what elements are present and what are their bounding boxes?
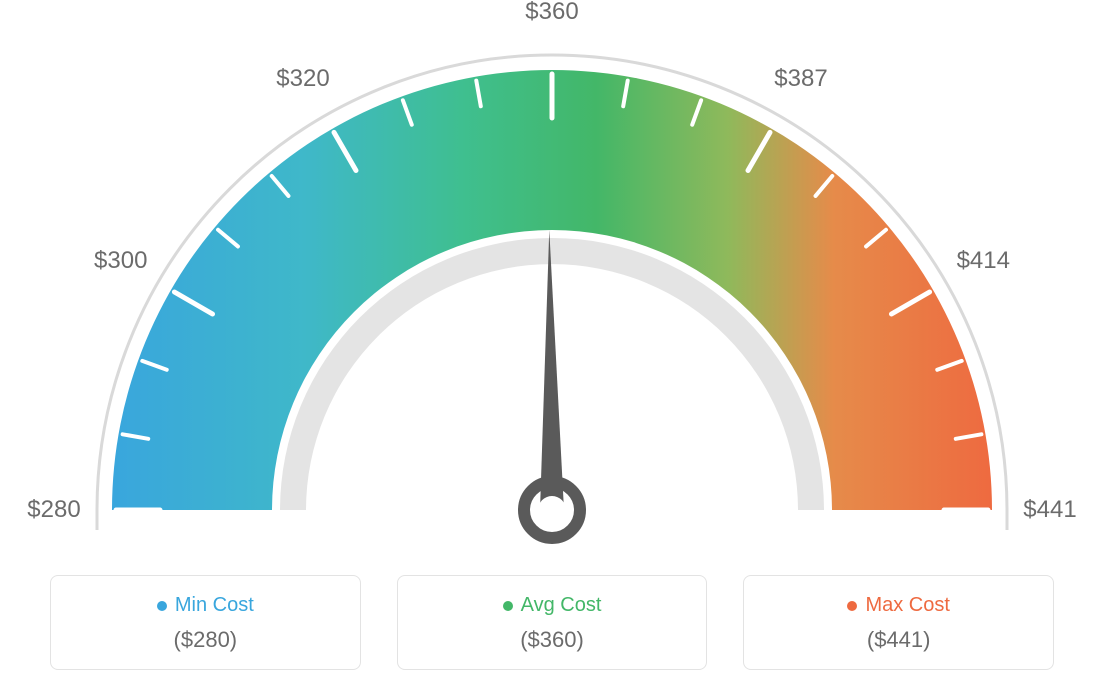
gauge-tick-label: $320 — [276, 65, 329, 93]
legend-row: Min Cost ($280) Avg Cost ($360) Max Cost… — [0, 575, 1104, 670]
gauge-tick-label: $280 — [27, 496, 80, 524]
legend-label: Avg Cost — [521, 594, 602, 617]
gauge-tick-label: $387 — [774, 65, 827, 93]
gauge-svg — [0, 0, 1104, 560]
legend-label: Min Cost — [175, 594, 254, 617]
cost-gauge: $280 $300 $320 $360 $387 $414 $441 — [0, 0, 1104, 560]
gauge-tick-label: $414 — [957, 247, 1010, 275]
dot-icon — [157, 601, 167, 611]
gauge-tick-label: $360 — [525, 0, 578, 26]
legend-card-max: Max Cost ($441) — [743, 575, 1054, 670]
legend-value: ($441) — [754, 627, 1043, 653]
dot-icon — [503, 601, 513, 611]
gauge-tick-label: $441 — [1023, 496, 1076, 524]
legend-title-max: Max Cost — [847, 594, 949, 617]
gauge-tick-label: $300 — [94, 247, 147, 275]
legend-title-avg: Avg Cost — [503, 594, 602, 617]
legend-card-min: Min Cost ($280) — [50, 575, 361, 670]
dot-icon — [847, 601, 857, 611]
legend-card-avg: Avg Cost ($360) — [397, 575, 708, 670]
legend-value: ($280) — [61, 627, 350, 653]
legend-title-min: Min Cost — [157, 594, 254, 617]
legend-value: ($360) — [408, 627, 697, 653]
legend-label: Max Cost — [865, 594, 949, 617]
